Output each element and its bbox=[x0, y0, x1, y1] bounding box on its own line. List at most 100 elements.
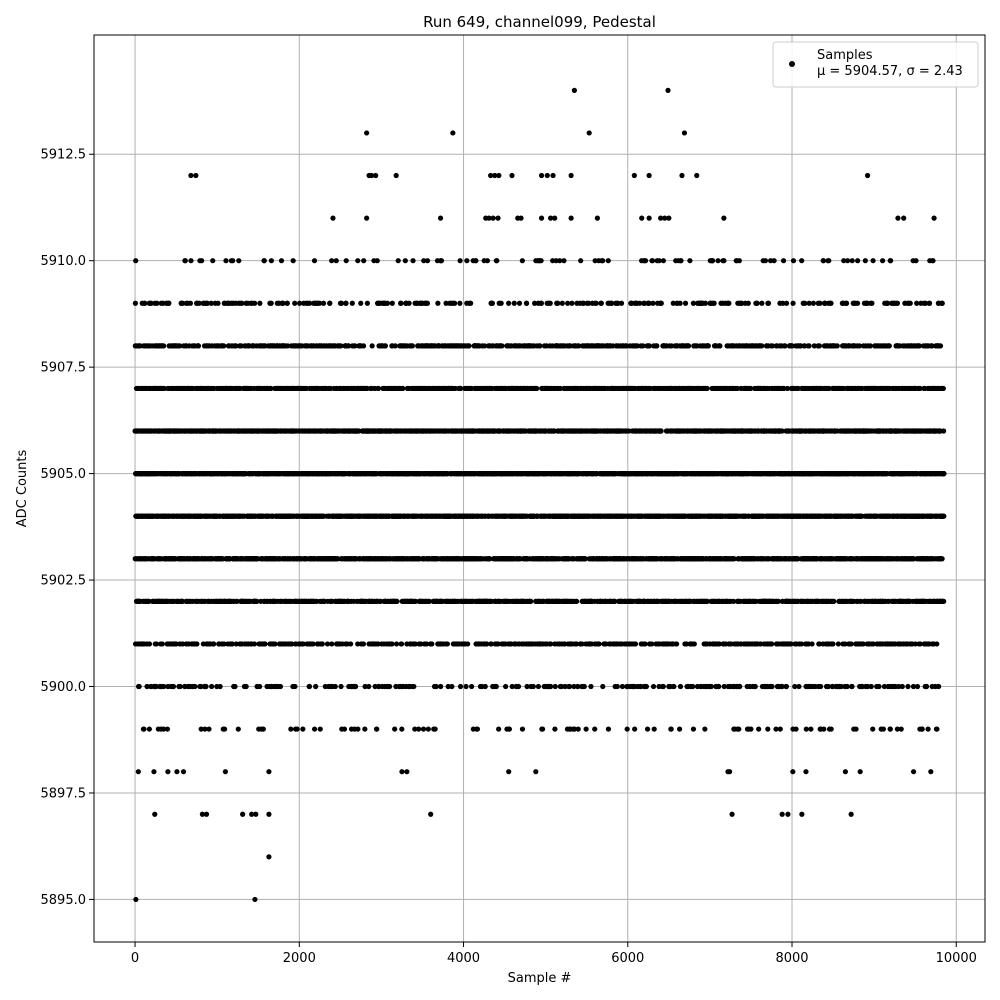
data-point bbox=[268, 258, 274, 264]
data-point bbox=[243, 683, 249, 690]
data-point bbox=[496, 726, 502, 732]
data-point bbox=[392, 726, 398, 732]
data-point bbox=[268, 300, 274, 306]
data-point bbox=[429, 641, 435, 647]
data-point bbox=[262, 641, 268, 647]
data-point bbox=[288, 726, 294, 732]
data-point bbox=[313, 683, 319, 690]
data-point bbox=[229, 641, 235, 647]
data-point bbox=[338, 683, 344, 690]
data-point bbox=[498, 300, 504, 306]
data-point bbox=[290, 258, 296, 264]
data-point bbox=[444, 641, 450, 647]
data-point bbox=[374, 726, 380, 732]
data-point bbox=[528, 598, 534, 604]
data-point bbox=[239, 300, 245, 306]
data-point bbox=[402, 258, 408, 264]
data-point bbox=[465, 641, 471, 647]
data-point bbox=[153, 641, 160, 647]
data-point bbox=[277, 683, 284, 690]
data-point bbox=[332, 683, 338, 690]
data-point bbox=[538, 258, 544, 264]
data-point bbox=[406, 300, 412, 306]
data-point bbox=[154, 300, 160, 306]
data-point bbox=[360, 343, 367, 349]
data-point bbox=[257, 300, 263, 306]
data-point bbox=[424, 258, 431, 264]
data-point bbox=[355, 258, 361, 264]
data-point bbox=[333, 258, 339, 264]
data-point bbox=[198, 726, 204, 732]
data-point bbox=[146, 641, 153, 647]
data-point bbox=[511, 300, 517, 306]
data-point bbox=[438, 683, 444, 690]
data-point bbox=[433, 683, 439, 690]
data-point bbox=[177, 683, 183, 690]
data-point bbox=[482, 683, 488, 690]
data-point bbox=[180, 300, 186, 306]
data-point bbox=[132, 300, 138, 306]
data-point bbox=[515, 683, 522, 690]
data-point bbox=[233, 343, 239, 349]
data-point bbox=[320, 300, 327, 306]
data-point bbox=[188, 258, 194, 264]
data-point bbox=[358, 300, 364, 306]
data-point bbox=[409, 343, 416, 349]
data-point bbox=[469, 683, 475, 690]
data-point bbox=[360, 641, 367, 647]
data-point bbox=[148, 300, 154, 306]
data-points bbox=[132, 87, 947, 903]
data-point bbox=[194, 641, 200, 647]
data-point bbox=[204, 300, 211, 306]
data-point bbox=[164, 726, 171, 732]
data-point bbox=[159, 641, 165, 647]
data-point bbox=[206, 726, 212, 732]
data-point bbox=[221, 641, 227, 647]
data-point bbox=[294, 726, 300, 732]
data-point bbox=[187, 300, 194, 306]
data-point bbox=[382, 343, 388, 349]
data-point bbox=[352, 683, 359, 690]
data-point bbox=[161, 683, 167, 690]
data-point bbox=[133, 258, 139, 264]
data-point bbox=[260, 726, 266, 732]
data-point bbox=[142, 300, 148, 306]
data-point bbox=[519, 258, 525, 264]
data-point bbox=[341, 726, 348, 732]
data-point bbox=[435, 300, 441, 306]
data-point bbox=[278, 258, 285, 264]
data-point bbox=[173, 641, 179, 647]
data-point bbox=[329, 641, 335, 647]
data-point bbox=[530, 683, 536, 690]
data-point bbox=[349, 300, 355, 306]
data-point bbox=[292, 683, 298, 690]
data-point bbox=[400, 385, 406, 392]
data-point bbox=[424, 300, 431, 306]
data-point bbox=[343, 300, 349, 306]
data-point bbox=[384, 300, 391, 306]
data-point bbox=[493, 683, 499, 690]
data-point bbox=[166, 300, 172, 306]
data-point bbox=[420, 726, 427, 732]
data-point bbox=[311, 258, 318, 264]
data-point bbox=[210, 258, 216, 264]
data-point bbox=[398, 641, 405, 647]
data-point bbox=[199, 258, 205, 264]
data-point bbox=[473, 258, 479, 264]
data-point bbox=[203, 683, 209, 690]
data-point bbox=[233, 641, 239, 647]
data-point bbox=[144, 683, 150, 690]
data-point bbox=[177, 343, 183, 349]
data-point bbox=[484, 258, 490, 264]
data-point bbox=[516, 300, 523, 306]
data-point bbox=[506, 726, 512, 732]
data-point bbox=[410, 258, 416, 264]
data-point bbox=[395, 258, 401, 264]
data-point bbox=[537, 343, 543, 349]
data-point bbox=[146, 726, 152, 732]
data-point bbox=[503, 683, 509, 690]
data-point bbox=[519, 726, 526, 732]
data-point bbox=[374, 258, 380, 264]
data-point bbox=[160, 726, 167, 732]
